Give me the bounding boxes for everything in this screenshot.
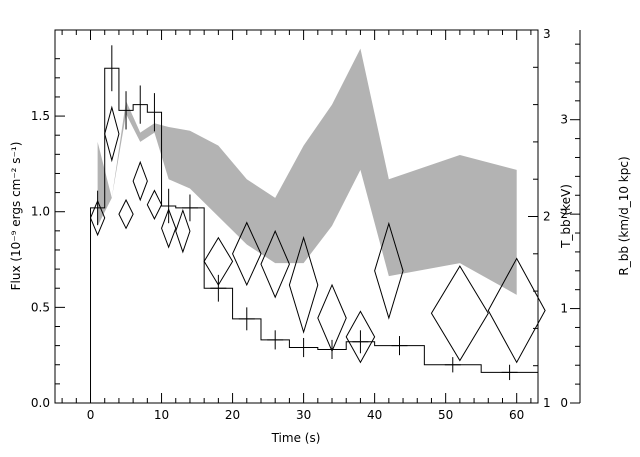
tbb-band — [97, 48, 517, 295]
flux-step-line — [90, 67, 538, 403]
flux-tick-label: 1.5 — [31, 109, 50, 123]
tbb-tick-label: 3 — [543, 27, 551, 41]
rbb-point — [374, 221, 404, 320]
rbb-point — [161, 207, 177, 249]
flux-step-layer — [90, 67, 538, 403]
x-tick-label: 20 — [225, 408, 240, 422]
x-tick-label: 40 — [367, 408, 382, 422]
rbb-point — [203, 236, 234, 286]
rbb-point — [175, 208, 191, 254]
flux-axis-title: Flux (10⁻⁹ ergs cm⁻² s⁻¹) — [9, 142, 23, 291]
x-tick-label: 10 — [154, 408, 169, 422]
rbb-point — [317, 283, 347, 353]
rbb-tick-label: 2 — [560, 207, 568, 221]
x-tick-label: 50 — [438, 408, 453, 422]
x-tick-label: 60 — [509, 408, 524, 422]
tbb-band-layer — [97, 48, 517, 295]
rbb-point — [146, 189, 163, 220]
flux-tick-label: 0.5 — [31, 300, 50, 314]
flux-tick-label: 0.0 — [31, 396, 50, 410]
rbb-point — [104, 105, 120, 163]
tbb-tick-label: 2 — [543, 210, 551, 224]
rbb-axis-title: R_bb (km/d_10 kpc) — [617, 156, 631, 275]
rbb-point — [232, 221, 262, 287]
rbb-point — [132, 160, 148, 202]
rbb-tick-label: 1 — [560, 302, 568, 316]
rbb-point — [487, 257, 546, 364]
tbb-axis-title: T_bb (keV) — [559, 184, 573, 249]
tbb-tick-label: 1 — [543, 396, 551, 410]
rbb-point — [260, 229, 290, 299]
flux-error-layer — [97, 45, 518, 381]
x-axis-title: Time (s) — [271, 431, 321, 445]
x-tick-label: 30 — [296, 408, 311, 422]
x-tick-label: 0 — [87, 408, 95, 422]
rbb-point — [430, 265, 489, 362]
rbb-diamond-layer — [89, 105, 546, 364]
rbb-point — [288, 236, 319, 334]
rbb-point — [89, 199, 106, 237]
flux-tick-label: 1.0 — [31, 205, 50, 219]
rbb-point — [345, 310, 376, 364]
rbb-point — [118, 198, 134, 230]
rbb-tick-label: 0 — [560, 396, 568, 410]
rbb-tick-label: 3 — [560, 113, 568, 127]
